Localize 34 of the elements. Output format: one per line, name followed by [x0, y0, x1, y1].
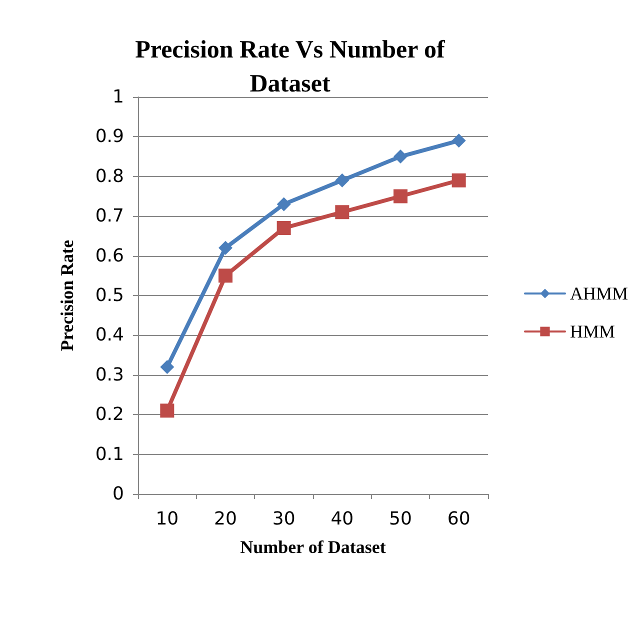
point — [276, 197, 291, 212]
x-tick-label: 60 — [447, 508, 470, 530]
legend-label: AHMM — [570, 284, 628, 304]
point — [218, 268, 232, 283]
y-tick-label: 0.3 — [95, 364, 124, 386]
x-tick-label: 50 — [389, 508, 412, 530]
chart-title: Precision Rate Vs Number of Dataset — [135, 36, 446, 98]
y-tick-label: 0.2 — [95, 404, 124, 426]
y-tick-label: 0.9 — [95, 126, 124, 148]
y-tick-label: 0.7 — [95, 206, 124, 227]
y-tick-label: 1 — [112, 86, 124, 108]
point — [160, 404, 174, 418]
legend-label: HMM — [570, 322, 616, 342]
y-tick-label: 0.5 — [95, 285, 124, 306]
x-tick-label: 10 — [156, 508, 179, 530]
y-tick-label: 0.6 — [95, 245, 124, 266]
point — [452, 173, 466, 188]
x-tick-label: 20 — [214, 508, 237, 530]
point — [394, 189, 408, 204]
y-tick-label: 0 — [112, 484, 124, 504]
x-tick-label: 40 — [330, 508, 354, 530]
x-tick-label: 30 — [272, 508, 296, 530]
y-tick-label: 0.8 — [95, 166, 124, 187]
y-tick-label: 0.1 — [95, 444, 124, 465]
point — [160, 360, 174, 374]
y-tick-label: 0.4 — [95, 324, 124, 346]
x-axis-title: Number of Dataset — [240, 537, 386, 557]
point — [335, 173, 350, 188]
point — [335, 205, 350, 220]
point — [218, 240, 232, 255]
y-axis-title: Precision Rate — [57, 240, 77, 352]
point — [276, 221, 291, 236]
point — [452, 134, 466, 148]
point — [394, 150, 408, 164]
